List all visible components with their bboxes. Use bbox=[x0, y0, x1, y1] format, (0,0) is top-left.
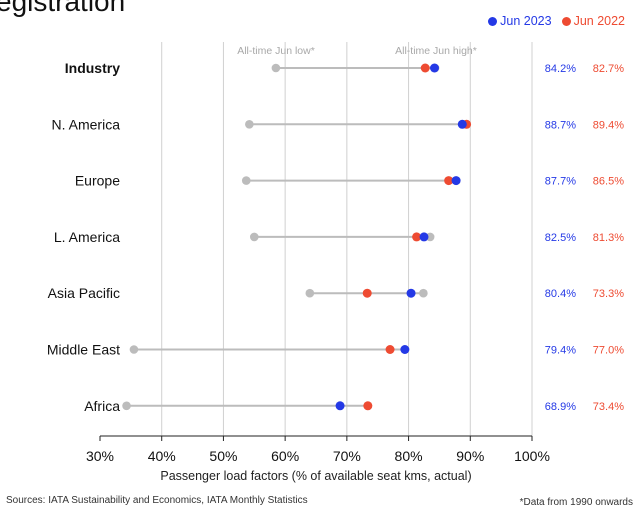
jun-2023-value-l-america: 82.5% bbox=[545, 232, 576, 244]
legend-item-jun-2023: Jun 2023 bbox=[488, 14, 552, 28]
legend-label-jun-2023: Jun 2023 bbox=[500, 14, 552, 28]
sources-note: Sources: IATA Sustainability and Economi… bbox=[6, 495, 308, 506]
jun-2023-point-africa bbox=[335, 401, 345, 411]
jun-2022-value-middle-east: 77.0% bbox=[593, 345, 624, 357]
jun-2022-point-europe bbox=[444, 176, 454, 186]
x-tick-label-60: 60% bbox=[271, 448, 299, 464]
range-lines-layer bbox=[126, 67, 467, 407]
all-time-low-point-europe bbox=[241, 176, 251, 185]
jun-2022-value-industry: 82.7% bbox=[593, 63, 624, 75]
category-label-middle-east: Middle East bbox=[47, 342, 120, 358]
all-time-low-point-l-america bbox=[249, 232, 259, 242]
jun-2023-point-n-america bbox=[457, 119, 467, 129]
jun-2022-value-n-america: 89.4% bbox=[593, 119, 624, 131]
jun-2022-value-l-america: 81.3% bbox=[593, 232, 624, 244]
all-time-low-point-n-america bbox=[245, 120, 254, 129]
jun-2023-point-l-america bbox=[419, 232, 429, 242]
jun-2022-value-europe: 86.5% bbox=[593, 176, 624, 188]
all-time-low-point-industry bbox=[271, 63, 281, 73]
x-tick-label-40: 40% bbox=[148, 448, 176, 464]
jun-2023-value-industry: 84.2% bbox=[545, 63, 576, 75]
jun-2022-point-africa bbox=[363, 401, 373, 411]
x-axis-label: Passenger load factors (% of available s… bbox=[160, 469, 471, 483]
all-time-low-point-middle-east bbox=[129, 345, 139, 354]
jun-2023-point-middle-east bbox=[400, 345, 410, 354]
all-time-high-annotation: All-time Jun high* bbox=[395, 45, 477, 57]
legend-item-jun-2022: Jun 2022 bbox=[561, 14, 625, 28]
footnote: *Data from 1990 onwards bbox=[519, 497, 633, 508]
legend-dot-jun-2023 bbox=[488, 16, 498, 26]
jun-2023-value-africa: 68.9% bbox=[545, 401, 576, 413]
jun-2023-point-asia-pacific bbox=[406, 288, 416, 298]
jun-2023-value-asia-pacific: 80.4% bbox=[545, 288, 576, 300]
x-tick-label-70: 70% bbox=[333, 448, 361, 464]
category-label-asia-pacific: Asia Pacific bbox=[48, 285, 120, 301]
chart-title: egistration bbox=[0, 0, 126, 17]
jun-2023-value-middle-east: 79.4% bbox=[545, 345, 576, 357]
x-tick-label-30: 30% bbox=[86, 448, 114, 464]
chart-legend: Jun 2023 Jun 2022 bbox=[488, 14, 625, 28]
category-label-africa: Africa bbox=[84, 398, 120, 414]
points-layer bbox=[122, 63, 472, 411]
x-tick-label-50: 50% bbox=[209, 448, 237, 464]
category-label-europe: Europe bbox=[75, 173, 120, 189]
category-label-n-america: N. America bbox=[52, 116, 121, 132]
all-time-high-point-asia-pacific bbox=[419, 288, 428, 298]
category-label-l-america: L. America bbox=[54, 229, 120, 245]
grid-layer: 30% 40% 50% 60% 70% 80% 90% 100% bbox=[86, 42, 550, 464]
category-label-industry: Industry bbox=[65, 60, 120, 76]
x-tick-label-80: 80% bbox=[395, 448, 423, 464]
all-time-low-point-africa bbox=[122, 401, 131, 411]
jun-2023-value-n-america: 88.7% bbox=[545, 119, 576, 131]
jun-2022-point-asia-pacific bbox=[362, 288, 372, 298]
labels-layer: Industry 84.2% 82.7% N. America 88.7% 89.4% Eu… bbox=[47, 60, 624, 414]
all-time-low-annotation: All-time Jun low* bbox=[237, 45, 315, 57]
jun-2023-point-industry bbox=[429, 63, 439, 73]
jun-2023-value-europe: 87.7% bbox=[545, 176, 576, 188]
x-tick-label-100: 100% bbox=[514, 448, 550, 464]
legend-dot-jun-2022 bbox=[561, 16, 571, 26]
jun-2022-point-l-america bbox=[412, 232, 422, 242]
legend-label-jun-2022: Jun 2022 bbox=[573, 14, 625, 28]
jun-2023-point-europe bbox=[451, 176, 461, 186]
jun-2022-value-africa: 73.4% bbox=[593, 401, 624, 413]
all-time-low-point-asia-pacific bbox=[305, 288, 315, 298]
jun-2022-point-industry bbox=[420, 63, 430, 73]
jun-2022-point-middle-east bbox=[385, 345, 395, 354]
all-time-high-point-l-america bbox=[425, 232, 435, 242]
x-tick-label-90: 90% bbox=[456, 448, 484, 464]
jun-2022-value-asia-pacific: 73.3% bbox=[593, 288, 624, 300]
